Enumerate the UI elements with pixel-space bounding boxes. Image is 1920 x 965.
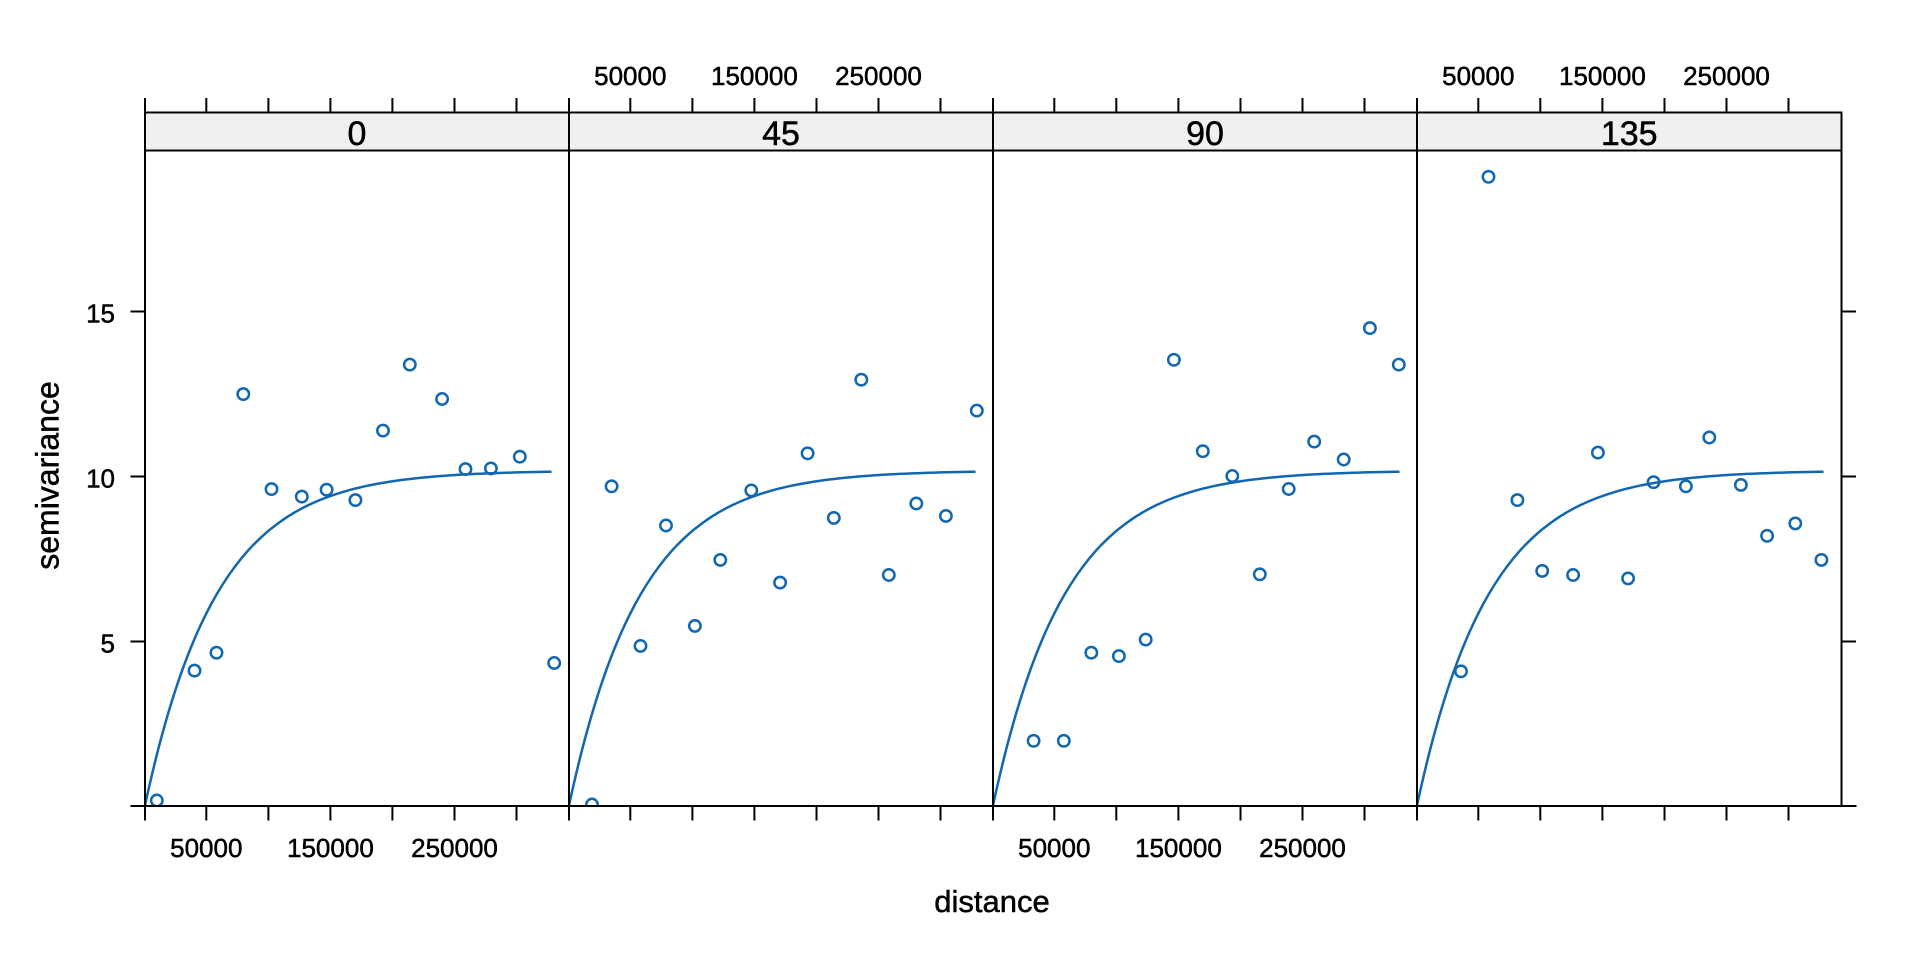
svg-text:90: 90	[1186, 115, 1224, 153]
svg-text:250000: 250000	[411, 833, 498, 863]
svg-text:50000: 50000	[594, 61, 666, 91]
svg-text:150000: 150000	[1559, 61, 1646, 91]
svg-text:50000: 50000	[1442, 61, 1514, 91]
svg-text:150000: 150000	[287, 833, 374, 863]
svg-text:15: 15	[86, 298, 115, 328]
svg-text:135: 135	[1601, 115, 1658, 153]
svg-text:250000: 250000	[1683, 61, 1770, 91]
svg-text:10: 10	[86, 463, 115, 493]
svg-text:5: 5	[101, 628, 115, 658]
svg-text:150000: 150000	[711, 61, 798, 91]
svg-text:45: 45	[762, 115, 800, 153]
svg-text:150000: 150000	[1135, 833, 1222, 863]
svg-text:250000: 250000	[1259, 833, 1346, 863]
svg-text:50000: 50000	[1018, 833, 1090, 863]
svg-text:0: 0	[348, 115, 367, 153]
svg-text:250000: 250000	[835, 61, 922, 91]
svg-text:distance: distance	[934, 884, 1049, 919]
svg-text:semivariance: semivariance	[30, 381, 66, 570]
svg-text:50000: 50000	[170, 833, 242, 863]
